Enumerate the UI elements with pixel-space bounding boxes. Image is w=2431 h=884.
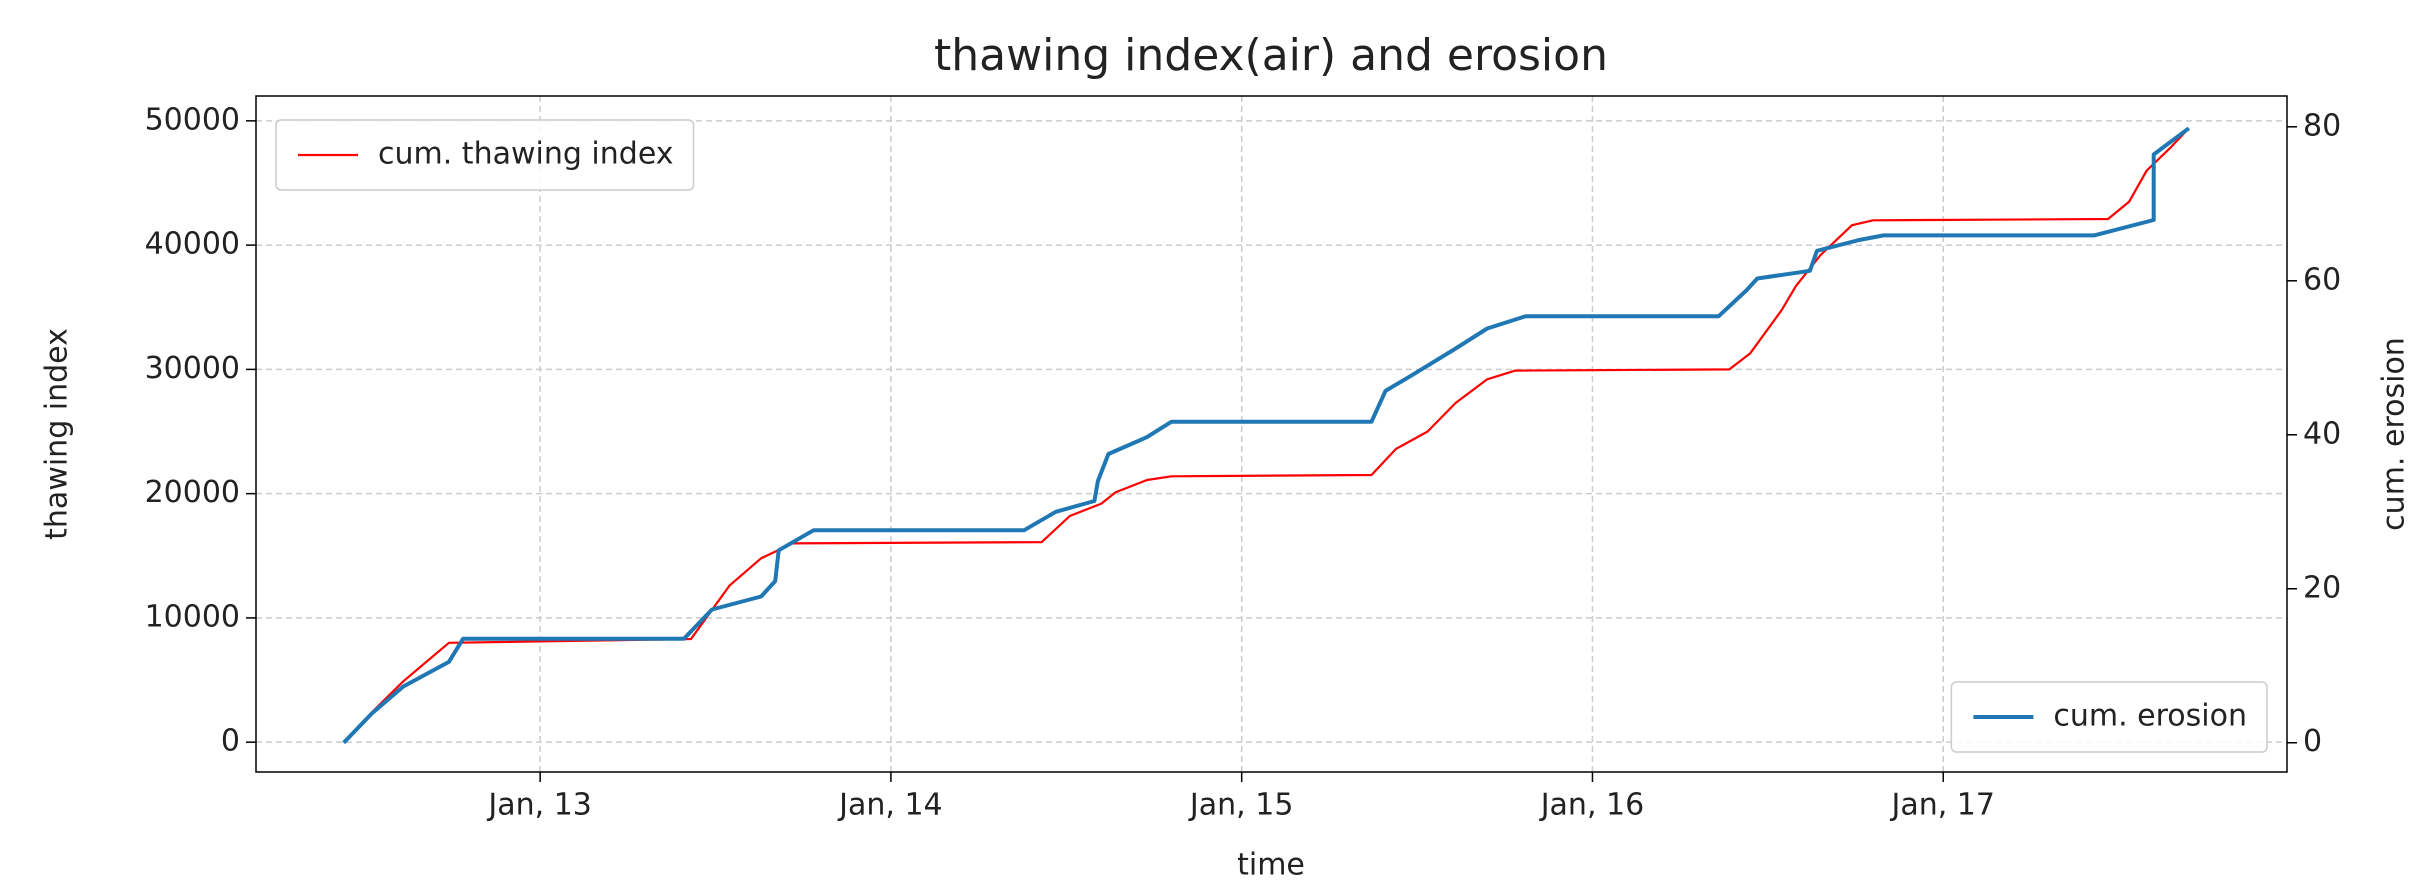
- y-tick-label: 50000: [145, 102, 240, 137]
- legend: cum. erosion: [1950, 681, 2268, 753]
- legend-label: cum. thawing index: [378, 137, 674, 172]
- y2-tick-label: 60: [2303, 262, 2341, 297]
- data-line: [342, 126, 2190, 745]
- y2-tick-label: 80: [2303, 108, 2341, 143]
- legend-box: [275, 119, 695, 191]
- y-tick-label: 10000: [145, 599, 240, 634]
- x-tick-label: Jan, 16: [1539, 788, 1645, 823]
- y-axis-label: thawing index: [40, 328, 75, 540]
- x-tick-label: Jan, 13: [486, 788, 592, 823]
- y-tick-label: 40000: [145, 227, 240, 262]
- y-tick-label: 20000: [145, 475, 240, 510]
- y2-tick-label: 0: [2303, 724, 2322, 759]
- x-tick-label: Jan, 14: [837, 788, 943, 823]
- legend-box: [1950, 681, 2268, 753]
- y2-tick-label: 20: [2303, 570, 2341, 605]
- chart-title: thawing index(air) and erosion: [934, 30, 1608, 81]
- data-line: [342, 127, 2190, 743]
- plot-frame: [255, 95, 2288, 773]
- y-tick-label: 0: [221, 724, 240, 759]
- x-tick-label: Jan, 17: [1889, 788, 1995, 823]
- legend-label: cum. erosion: [2053, 699, 2247, 734]
- x-axis-label: time: [1237, 848, 1305, 883]
- y2-tick-label: 40: [2303, 416, 2341, 451]
- y2-axis-label: cum. erosion: [2377, 337, 2412, 531]
- legend: cum. thawing index: [275, 119, 695, 191]
- x-tick-label: Jan, 15: [1188, 788, 1294, 823]
- y-tick-label: 30000: [145, 351, 240, 386]
